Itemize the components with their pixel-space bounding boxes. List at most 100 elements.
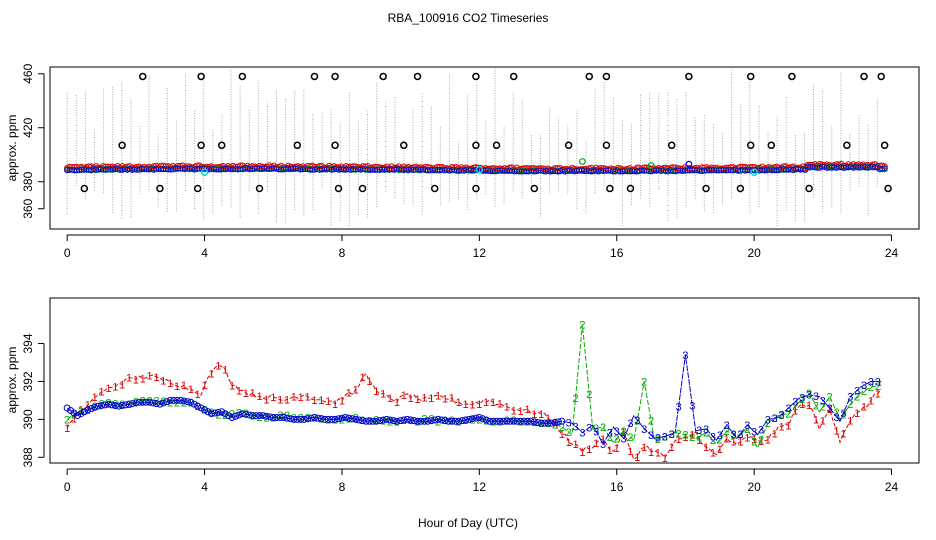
series-3-point [458, 417, 466, 425]
series-3-marker: 3 [634, 415, 640, 427]
series-3-point [331, 415, 339, 423]
series-2-marker: 2 [256, 412, 262, 424]
series-1-marker: 1 [277, 395, 283, 407]
bottom-x-tick-label: 4 [201, 480, 208, 494]
series-2-marker: 2 [153, 395, 159, 407]
series-3-point [372, 417, 380, 425]
series-3-marker: 3 [806, 390, 812, 402]
flagged-point [564, 141, 573, 150]
series-2-marker: 2 [806, 388, 812, 400]
series-3-point [297, 415, 305, 423]
series-3-point [503, 417, 511, 425]
series-1-marker: 1 [394, 397, 400, 409]
series-3-marker: 3 [621, 433, 627, 445]
flagged-point [80, 184, 89, 193]
bottom-x-tick-label: 8 [339, 480, 346, 494]
series-1-marker: 1 [614, 443, 620, 455]
flagged-point [197, 141, 205, 150]
series-2-marker: 2 [147, 395, 153, 407]
series-2-marker: 2 [676, 428, 682, 440]
series-2-marker: 2 [669, 429, 675, 441]
series-3-marker: 3 [600, 439, 606, 451]
top-y-tick-label: 460 [21, 63, 35, 83]
series-1-marker: 1 [724, 434, 730, 446]
top-y-tick-label: 380 [21, 171, 35, 191]
series-1-marker: 1 [662, 453, 668, 465]
series-2-marker: 2 [696, 431, 702, 443]
series-1-marker: 1 [483, 397, 489, 409]
series-2-marker: 2 [751, 437, 757, 449]
series-1-marker: 1 [332, 399, 338, 411]
series-2-marker: 2 [834, 407, 840, 419]
series-1-marker: 1 [291, 391, 297, 403]
series-1-marker: 1 [566, 437, 572, 449]
flagged-point [118, 141, 126, 150]
series-2-marker: 2 [579, 320, 585, 332]
series-3-point [530, 418, 538, 426]
series-3-marker: 3 [820, 395, 826, 407]
series-3-point [190, 400, 198, 408]
series-2-marker: 2 [332, 414, 338, 426]
series-1-marker: 1 [133, 374, 139, 386]
series-2-marker: 2 [140, 395, 146, 407]
series-3-point [273, 413, 281, 421]
flagged-point [400, 141, 408, 150]
flagged-point [736, 184, 745, 193]
series-2-marker: 2 [820, 402, 826, 414]
flagged-point [880, 141, 889, 150]
series-1-marker: 1 [160, 376, 166, 388]
flagged-point [379, 72, 387, 81]
series-2-marker: 2 [772, 413, 778, 425]
series-1-marker: 1 [167, 378, 173, 390]
series-1-marker: 1 [208, 368, 214, 380]
series-3-point [259, 412, 267, 420]
series-3-point [115, 402, 123, 410]
flagged-point [331, 141, 339, 150]
series-3-point [400, 416, 408, 424]
series-3-point [231, 412, 239, 420]
series-3-point [424, 417, 432, 425]
series-3-marker: 3 [834, 412, 840, 424]
series-3-point [520, 417, 528, 425]
top-y-axis-label: approx. ppm [5, 115, 19, 182]
series-3-point [84, 406, 92, 414]
series-3-marker: 3 [586, 423, 592, 435]
series-3-point [352, 415, 360, 423]
series-2-marker: 2 [380, 416, 386, 428]
series-3-point [87, 405, 95, 413]
flagged-point [884, 184, 892, 193]
series-2-marker: 2 [538, 418, 544, 430]
series-3-marker: 3 [614, 426, 620, 438]
series-3-point [558, 417, 566, 425]
series-1-marker: 1 [834, 425, 840, 437]
series-1-marker: 1 [813, 415, 819, 427]
top-axes: 0 4 8 12 16 20 24 360 380 420 460 [21, 63, 899, 260]
series-3-marker: 3 [758, 424, 764, 436]
series-3-point [207, 410, 215, 418]
series-3-marker: 3 [655, 433, 661, 445]
series-3-marker: 3 [744, 420, 750, 432]
series-1-marker: 1 [875, 389, 881, 401]
series-3-line [66, 354, 882, 446]
bottom-y-axis-label: approx. ppm [5, 347, 19, 414]
series-3-point [300, 415, 308, 423]
series-3-point [414, 417, 422, 425]
series-2-marker: 2 [524, 416, 530, 428]
series-1-marker: 1 [243, 388, 249, 400]
series-3-point [335, 415, 343, 423]
series-1-marker: 1 [792, 405, 798, 417]
flagged-point [138, 72, 147, 81]
flagged-point [606, 184, 614, 193]
series-2-marker: 2 [854, 392, 860, 404]
series-3-point [365, 417, 373, 425]
series-3-marker: 3 [703, 424, 709, 436]
series-2-marker: 2 [387, 416, 393, 428]
series-3-point [496, 417, 504, 425]
series-2-marker: 2 [847, 399, 853, 411]
series-3-point [338, 414, 346, 422]
series-3-marker: 3 [840, 408, 846, 420]
series-3-marker: 3 [765, 414, 771, 426]
series-3-point [324, 415, 332, 423]
